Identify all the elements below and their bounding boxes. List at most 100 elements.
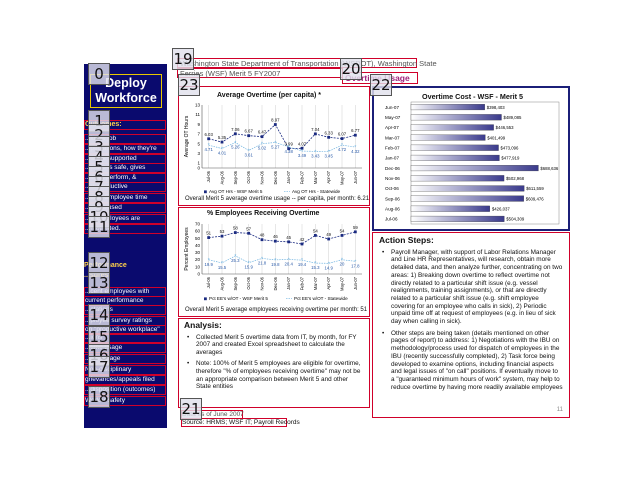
bar [410,144,499,151]
data-point: * [341,143,343,149]
data-label: 15.3 [311,265,320,270]
y-tick-label: Jun-07 [385,105,399,110]
data-label: 3.43 [311,153,320,158]
data-label: 17.8 [351,263,360,268]
cost-chart-title: Overtime Cost - WSF - Merit 5 [422,92,524,101]
legend-marker [204,190,207,194]
data-label: 25.3 [231,258,240,263]
x-tick-label: Jul-06 [206,170,211,182]
legend-label: Pct EE's w/OT - WSF Merit 5 [209,296,268,301]
data-label: 5.02 [258,146,267,151]
data-point [220,140,224,144]
data-point: * [274,140,276,146]
x-tick-label: Nov-06 [260,276,265,290]
bar [410,215,505,222]
data-label: $489,085 [503,115,522,120]
x-tick-label: Dec-06 [273,276,278,290]
sidebar-title: Deploy Workforce [90,74,162,108]
x-tick-label: Jan-07 [286,170,291,183]
x-tick-label: May-07 [340,170,345,185]
element-tag: 19 [172,48,194,70]
data-label: 48 [260,233,265,238]
x-tick-label: Dec-06 [273,170,278,184]
analysis-heading: Analysis: [184,320,222,330]
data-label: $398,403 [487,105,506,110]
x-tick-label: Nov-06 [260,170,265,184]
data-label: $611,559 [526,186,544,191]
data-label: $401,499 [487,135,506,140]
data-label: $473,096 [501,146,520,151]
data-point [260,238,264,242]
x-tick-label: Oct-06 [246,276,251,289]
y-tick-label: Apr-07 [385,125,399,130]
data-label: 15.9 [244,265,253,270]
data-label: $502,968 [506,176,525,181]
x-tick-label: Apr-07 [326,276,331,289]
y-axis-label: Average OT Hours [184,115,190,157]
y-tick-label: 13 [195,103,201,108]
pct-chart-caption: Overall Merit 5 average employees receiv… [185,307,368,313]
element-tag: 0 [88,63,110,85]
data-point [247,134,251,138]
data-point [273,123,277,126]
data-label: 58 [233,226,238,231]
data-label: 54 [313,228,318,233]
data-label: 3.61 [244,153,253,158]
x-tick-label: Jul-06 [206,276,211,288]
data-label: 5.27 [271,144,280,149]
data-label: 6.67 [244,129,253,134]
data-label: 7.04 [311,127,320,132]
data-label: 57 [246,226,251,231]
element-tag: 14 [88,304,110,326]
data-point [327,237,331,241]
bar [410,185,525,192]
data-point: * [314,149,316,155]
data-point: * [221,261,223,267]
y-tick-label: 70 [195,222,201,227]
data-point [340,234,344,237]
data-label: 6.47 [258,130,267,135]
data-point [220,234,224,238]
data-point: * [234,141,236,147]
y-tick-label: Jul-06 [385,217,398,222]
plot-area [410,101,560,225]
data-point [260,135,264,139]
y-tick-label: May-07 [385,115,401,120]
data-point [247,231,251,235]
action-bullet: Other steps are being taken (details men… [379,330,563,392]
element-tag: 22 [370,74,392,96]
series-line [208,231,356,245]
y-tick-label: 9 [197,122,200,127]
data-point: * [261,256,263,262]
data-label: 8.97 [271,118,280,123]
element-tag: 18 [88,386,110,408]
x-tick-label: Mar-07 [313,276,318,290]
data-point: * [288,145,290,151]
sidebar-item: ...pectations, how they're [84,144,166,154]
data-point [300,242,304,246]
action-bullet: Payroll Manager, with support of Labor R… [379,249,563,326]
x-tick-label: Jun-07 [353,276,358,289]
y-tick-label: Dec-06 [385,166,400,171]
data-point: * [301,258,303,264]
data-point [353,133,357,137]
action-heading: Action Steps: [379,235,434,245]
data-label: 21.8 [258,260,267,265]
sidebar-item: ...place is safe, gives [84,163,166,173]
analysis-box: Analysis: Collected Merit 5 overtime dat… [178,318,370,408]
analysis-bullet: Collected Merit 5 overtime data from IT,… [184,334,364,357]
data-point [313,234,317,237]
data-label: 3.99 [284,142,293,147]
legend-label: Pct EE's w/OT - Statewide [294,296,348,301]
x-tick-label: Feb-07 [300,276,305,290]
footer-source: Source: HRMS; WSF IT; Payroll Records [181,418,300,427]
data-label: 6.77 [351,128,360,133]
y-tick-label: Oct-06 [385,186,399,191]
data-label: 15.5 [218,265,227,270]
element-tag: 23 [178,74,200,96]
sidebar-title-line1: Deploy [105,76,147,90]
data-label: 45 [286,235,291,240]
y-tick-label: 40 [195,243,201,248]
legend-label: Avg OT Hrs - WSF Merit 5 [209,189,263,194]
data-label: 20.4 [284,261,293,266]
